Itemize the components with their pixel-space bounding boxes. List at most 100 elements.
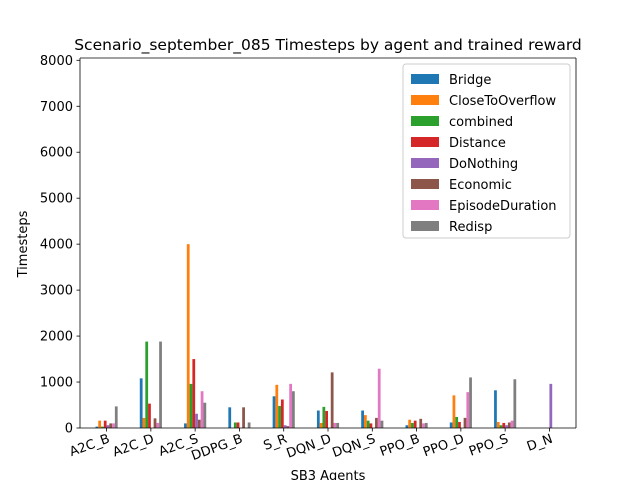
bar-closetooverflow-ppo_s: [496, 422, 500, 428]
bar-distance-a2c_b: [103, 420, 107, 428]
y-tick-label: 2000: [40, 330, 73, 345]
bar-combined-a2c_b: [101, 426, 104, 428]
y-tick-label: 6000: [40, 146, 73, 161]
bar-combined-dqn_s: [366, 420, 370, 428]
legend-label-redisp: Redisp: [449, 220, 492, 235]
y-tick-label: 0: [65, 422, 73, 437]
y-tick-label: 7000: [40, 100, 73, 115]
bar-bridge-dqn_d: [316, 410, 320, 428]
bar-bridge-s_r: [272, 396, 276, 428]
legend-swatch-donothing: [411, 158, 439, 168]
bar-donothing-a2c_b: [106, 425, 110, 428]
bar-combined-ppo_d: [455, 416, 459, 428]
bar-closetooverflow-a2c_s: [186, 244, 190, 428]
bar-redisp-s_r: [292, 391, 295, 428]
y-tick-label: 8000: [40, 54, 73, 69]
bar-episodeduration-dqn_s: [377, 368, 381, 428]
bar-economic-ppo_d: [463, 417, 467, 428]
bar-redisp-ppo_s: [513, 379, 517, 428]
bar-episodeduration-a2c_d: [156, 422, 160, 428]
bar-redisp-a2c_s: [203, 402, 207, 428]
bar-distance-dqn_d: [325, 410, 328, 428]
bar-bridge-a2c_b: [95, 426, 99, 428]
bar-redisp-a2c_d: [159, 341, 162, 428]
y-tick-label: 1000: [40, 376, 73, 391]
bar-economic-ppo_b: [419, 418, 423, 428]
bar-redisp-ppo_d: [469, 377, 472, 428]
bar-bridge-ppo_b: [405, 425, 409, 428]
bar-closetooverflow-dqn_d: [319, 422, 323, 428]
legend-label-closetooverflow: CloseToOverflow: [449, 94, 557, 109]
bar-bridge-dqn_s: [361, 410, 364, 428]
legend-swatch-redisp: [411, 221, 439, 231]
bar-bridge-ppo_s: [494, 390, 497, 428]
bar-bridge-a2c_d: [139, 378, 143, 428]
y-tick-label: 4000: [40, 238, 73, 253]
bar-episodeduration-ppo_d: [466, 392, 470, 428]
legend-label-episodeduration: EpisodeDuration: [449, 199, 557, 214]
y-tick-label: 5000: [40, 192, 73, 207]
bar-combined-ppo_b: [411, 422, 414, 428]
y-tick-label: 3000: [40, 284, 73, 299]
x-tick-label: DQN_D: [285, 432, 334, 462]
x-axis-label: SB3 Agents: [291, 469, 366, 480]
legend-swatch-closetooverflow: [411, 95, 439, 105]
bar-episodeduration-a2c_s: [200, 391, 204, 428]
bar-economic-s_r: [286, 426, 290, 428]
bar-distance-ppo_b: [413, 420, 417, 428]
legend-frame: [402, 63, 571, 239]
legend-label-donothing: DoNothing: [449, 157, 518, 172]
bar-economic-dqn_s: [375, 417, 378, 428]
legend-swatch-economic: [411, 179, 439, 189]
legend-swatch-combined: [411, 116, 439, 126]
x-tick-label: DDPG_B: [190, 432, 245, 464]
bar-redisp-dqn_s: [380, 420, 384, 428]
legend-label-combined: combined: [449, 115, 513, 130]
x-tick-label: PPO_S: [467, 432, 510, 460]
bar-redisp-ddpg_b: [247, 422, 251, 428]
bar-closetooverflow-a2c_b: [98, 420, 102, 428]
bar-donothing-d_n: [549, 383, 553, 428]
bar-economic-dqn_d: [330, 372, 334, 428]
legend: Bridge CloseToOverflow combined Distance DoN…: [402, 63, 571, 239]
bar-closetooverflow-s_r: [275, 384, 279, 428]
bar-redisp-dqn_d: [336, 422, 340, 428]
bar-distance-s_r: [280, 399, 284, 428]
legend-label-economic: Economic: [449, 178, 512, 193]
bar-bridge-ddpg_b: [228, 407, 232, 428]
bar-closetooverflow-ppo_b: [408, 419, 412, 428]
legend-label-bridge: Bridge: [449, 73, 491, 88]
bar-donothing-ppo_s: [505, 425, 508, 428]
legend-swatch-episodeduration: [411, 200, 439, 210]
bar-economic-ppo_s: [507, 422, 511, 428]
bar-distance-a2c_s: [192, 359, 196, 428]
bar-redisp-a2c_b: [114, 406, 118, 428]
x-tick-label: PPO_D: [421, 432, 466, 461]
x-tick-label: D_N: [525, 432, 555, 455]
bar-episodeduration-s_r: [289, 383, 293, 428]
y-axis-label: Timesteps: [16, 210, 31, 278]
x-tick-label: A2C_B: [68, 432, 112, 460]
bar-combined-s_r: [278, 405, 281, 428]
bar-distance-ppo_s: [502, 422, 506, 428]
bar-episodeduration-ppo_b: [422, 423, 425, 428]
legend-swatch-bridge: [411, 74, 439, 84]
bar-combined-a2c_s: [189, 383, 193, 428]
chart-title: Scenario_september_085 Timesteps by agen…: [74, 36, 582, 55]
bar-donothing-a2c_s: [195, 413, 198, 428]
bars-group: [95, 244, 553, 428]
bar-combined-dqn_d: [322, 406, 326, 428]
bar-redisp-ppo_b: [424, 422, 428, 428]
bar-distance-ppo_d: [458, 422, 461, 428]
x-tick-label: DQN_S: [330, 432, 377, 461]
bar-donothing-s_r: [283, 425, 287, 428]
y-axis-ticks: 0 1000 2000 3000 4000 5000 6000 7000 8000: [40, 54, 80, 437]
bar-closetooverflow-a2c_d: [142, 417, 146, 428]
x-tick-label: A2C_D: [111, 432, 156, 461]
bar-combined-ppo_s: [499, 425, 503, 428]
bar-episodeduration-ppo_s: [510, 420, 514, 428]
bar-bridge-ppo_d: [449, 422, 453, 428]
bar-distance-ddpg_b: [236, 422, 240, 428]
